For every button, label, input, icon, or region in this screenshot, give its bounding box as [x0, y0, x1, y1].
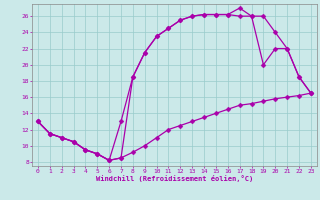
X-axis label: Windchill (Refroidissement éolien,°C): Windchill (Refroidissement éolien,°C) — [96, 175, 253, 182]
